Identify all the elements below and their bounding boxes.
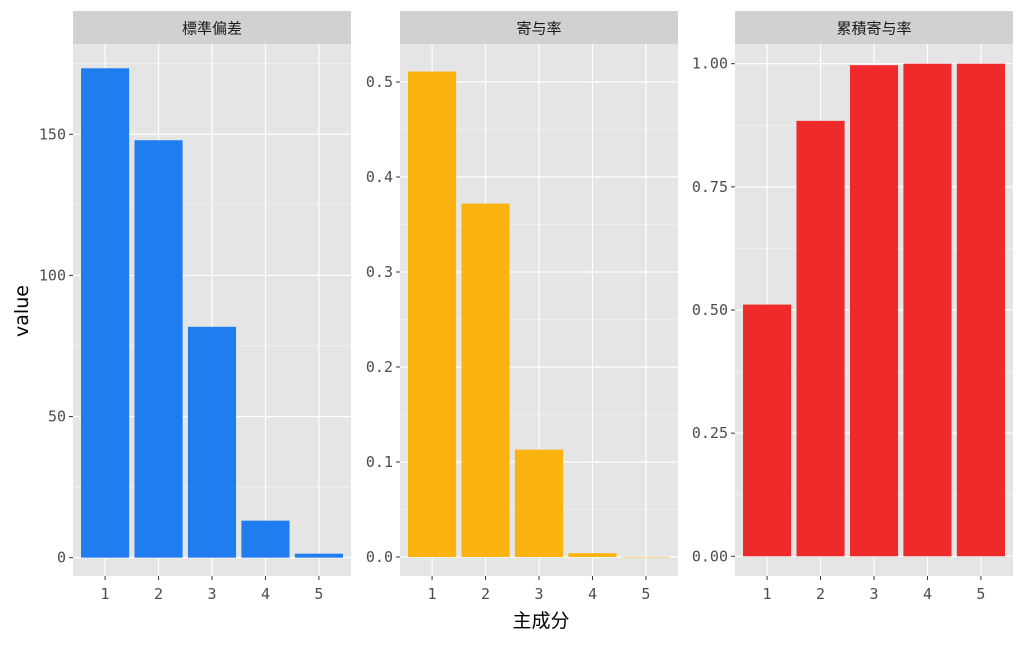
y-tick-label: 0 — [57, 549, 66, 567]
x-tick-label: 5 — [314, 585, 323, 603]
y-tick-label: 0.75 — [692, 178, 728, 196]
x-tick-label: 1 — [428, 585, 437, 603]
y-tick-label: 0.1 — [366, 453, 393, 471]
y-tick-label: 150 — [39, 125, 66, 143]
facet-title: 標準偏差 — [182, 20, 242, 38]
bar — [294, 553, 343, 558]
x-tick-label: 5 — [641, 585, 650, 603]
x-tick-label: 4 — [923, 585, 932, 603]
x-tick-label: 1 — [763, 585, 772, 603]
bar — [408, 71, 457, 558]
y-tick-label: 0.0 — [366, 548, 393, 566]
bar — [568, 553, 617, 557]
bar — [903, 63, 952, 557]
bar — [81, 68, 130, 558]
y-axis-title: value — [11, 285, 33, 337]
y-tick-label: 1.00 — [692, 55, 728, 73]
x-tick-label: 4 — [588, 585, 597, 603]
facet-panel: 標準偏差 0 50 100 150 1 2 3 4 5 — [39, 11, 351, 603]
y-tick-label: 0.50 — [692, 301, 728, 319]
bar — [461, 203, 510, 557]
x-axis-title: 主成分 — [512, 610, 569, 632]
bar — [621, 556, 670, 558]
bar — [514, 449, 564, 557]
y-tick-label: 0.5 — [366, 73, 393, 91]
bar — [241, 520, 290, 558]
x-tick-label: 3 — [869, 585, 878, 603]
y-tick-label: 0.25 — [692, 424, 728, 442]
facet-strip — [400, 11, 678, 44]
x-tick-label: 2 — [154, 585, 163, 603]
facet-title: 寄与率 — [516, 20, 561, 38]
facet-strip — [73, 11, 351, 44]
bar — [743, 304, 792, 557]
facet-strip — [735, 11, 1013, 44]
y-tick-label: 0.00 — [692, 547, 728, 565]
y-tick-label: 50 — [48, 408, 66, 426]
facet-panel: 累積寄与率 0.00 0.25 0.50 0.75 1.00 1 2 3 4 5 — [692, 11, 1013, 603]
bar — [849, 65, 899, 557]
facet-panels: 標準偏差 0 50 100 150 1 2 3 4 5 寄与率 0.0 0.1 0.2 0.3 0.4 0.5 1… — [39, 11, 1013, 603]
bar — [796, 120, 845, 557]
x-tick-label: 2 — [816, 585, 825, 603]
facet-panel: 寄与率 0.0 0.1 0.2 0.3 0.4 0.5 1 2 3 4 5 — [366, 11, 678, 603]
facet-title: 累積寄与率 — [836, 20, 911, 38]
y-tick-label: 0.3 — [366, 263, 393, 281]
bar — [956, 63, 1005, 557]
bar — [134, 140, 183, 558]
x-tick-label: 3 — [534, 585, 543, 603]
x-tick-label: 1 — [101, 585, 110, 603]
x-tick-label: 3 — [207, 585, 216, 603]
x-tick-label: 2 — [481, 585, 490, 603]
y-tick-label: 100 — [39, 266, 66, 284]
y-tick-label: 0.2 — [366, 358, 393, 376]
x-tick-label: 5 — [976, 585, 985, 603]
bar — [187, 326, 237, 558]
y-tick-label: 0.4 — [366, 168, 393, 186]
x-tick-label: 4 — [261, 585, 270, 603]
